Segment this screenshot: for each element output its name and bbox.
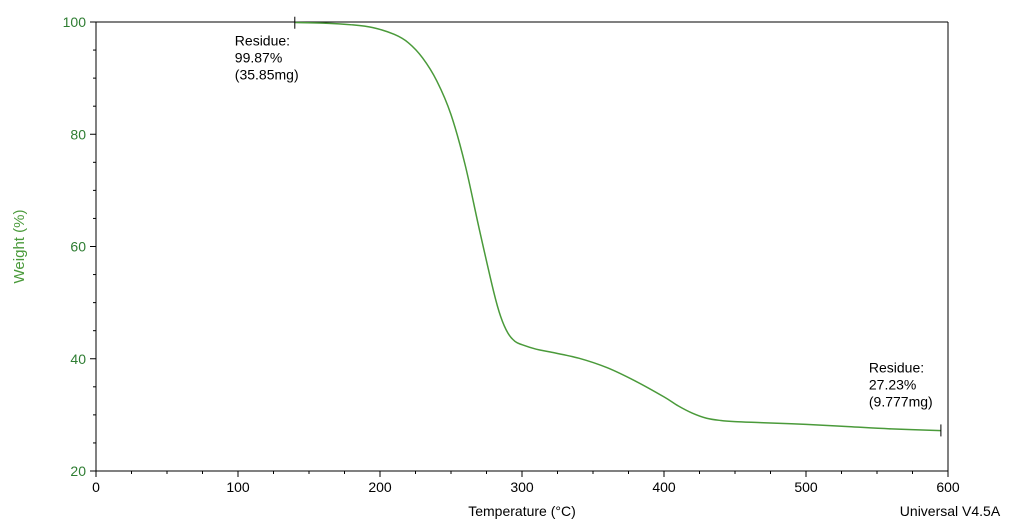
residue-annotation-line: 27.23% <box>869 376 916 392</box>
weight-curve <box>294 21 941 432</box>
y-tick-label: 20 <box>70 463 86 479</box>
x-tick-label: 600 <box>936 479 960 495</box>
software-version-label: Universal V4.5A <box>900 503 1001 519</box>
x-tick-label: 400 <box>652 479 676 495</box>
y-tick-label: 80 <box>70 126 86 142</box>
residue-markers <box>294 16 942 437</box>
residue-annotation-line: Residue: <box>235 33 290 49</box>
residue-annotation-line: (35.85mg) <box>235 67 299 83</box>
x-tick-label: 500 <box>794 479 818 495</box>
y-tick-label: 60 <box>70 239 86 255</box>
residue-annotation-line: 99.87% <box>235 50 282 66</box>
x-tick-label: 100 <box>226 479 250 495</box>
residue-annotation-line: Residue: <box>869 359 924 375</box>
y-ticks: 20 40 60 80 100 <box>63 14 96 479</box>
y-tick-label: 100 <box>63 14 87 30</box>
y-tick-label: 40 <box>70 351 86 367</box>
x-tick-label: 200 <box>368 479 392 495</box>
residue-annotations: Residue:99.87%(35.85mg)Residue:27.23%(9.… <box>235 33 933 410</box>
x-ticks: 0 100 200 300 400 500 600 <box>92 471 960 495</box>
x-axis-title: Temperature (°C) <box>468 503 576 519</box>
x-tick-label: 0 <box>92 479 100 495</box>
y-axis-title: Weight (%) <box>11 210 28 284</box>
x-tick-label: 300 <box>510 479 534 495</box>
residue-annotation-line: (9.777mg) <box>869 393 933 409</box>
